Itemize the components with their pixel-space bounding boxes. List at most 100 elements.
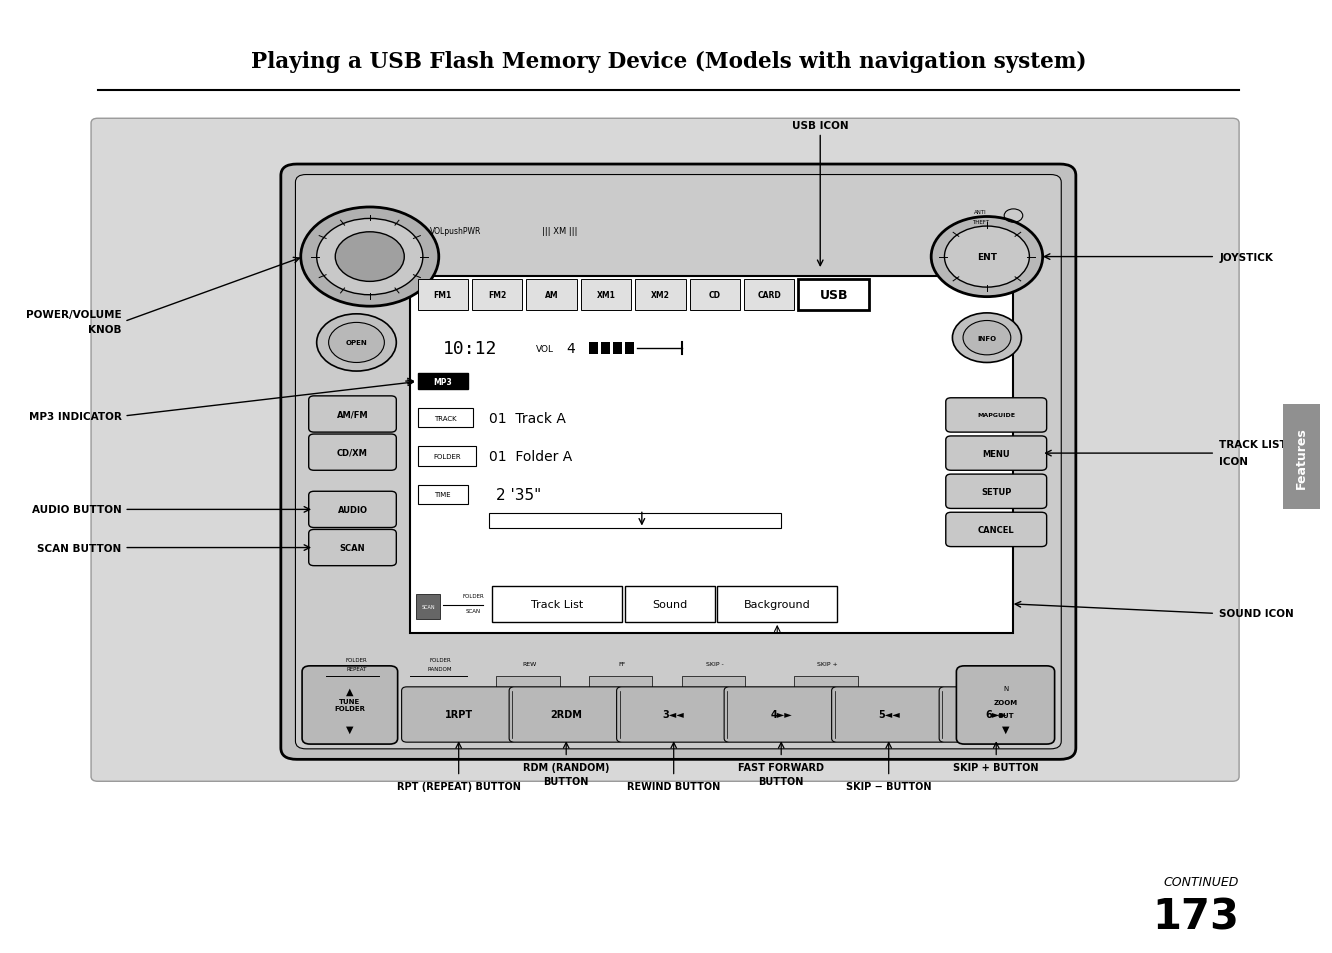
- Text: 01  Folder A: 01 Folder A: [489, 450, 573, 463]
- Text: ENT: ENT: [976, 253, 996, 262]
- Text: ZOOM: ZOOM: [994, 699, 1018, 705]
- Circle shape: [952, 314, 1022, 363]
- Text: Sound: Sound: [653, 599, 687, 609]
- Text: TUNE
FOLDER: TUNE FOLDER: [334, 699, 365, 712]
- Text: CD: CD: [709, 291, 721, 300]
- FancyBboxPatch shape: [409, 276, 1014, 634]
- Text: 173: 173: [1152, 896, 1239, 938]
- FancyBboxPatch shape: [296, 175, 1062, 749]
- FancyBboxPatch shape: [489, 514, 781, 529]
- FancyBboxPatch shape: [309, 435, 397, 471]
- Text: FM2: FM2: [488, 291, 506, 300]
- Text: AUDIO: AUDIO: [337, 505, 368, 515]
- FancyBboxPatch shape: [1283, 405, 1320, 510]
- FancyBboxPatch shape: [745, 280, 794, 311]
- Text: VOLpushPWR: VOLpushPWR: [429, 227, 481, 236]
- Text: FOLDER: FOLDER: [433, 454, 461, 459]
- Text: OPEN: OPEN: [345, 340, 368, 346]
- Text: 4►►: 4►►: [770, 710, 793, 720]
- Text: SKIP + BUTTON: SKIP + BUTTON: [954, 762, 1039, 772]
- Text: SKIP − BUTTON: SKIP − BUTTON: [846, 781, 931, 791]
- Text: RPT (REPEAT) BUTTON: RPT (REPEAT) BUTTON: [397, 781, 521, 791]
- Text: XM2: XM2: [651, 291, 670, 300]
- Text: 5◄◄: 5◄◄: [878, 710, 899, 720]
- Text: RANDOM: RANDOM: [428, 666, 453, 672]
- FancyBboxPatch shape: [617, 687, 731, 742]
- FancyBboxPatch shape: [309, 396, 397, 433]
- FancyBboxPatch shape: [946, 436, 1047, 471]
- Text: MP3: MP3: [433, 377, 452, 386]
- Text: FM1: FM1: [434, 291, 452, 300]
- Text: SOUND ICON: SOUND ICON: [1219, 609, 1293, 618]
- FancyBboxPatch shape: [509, 687, 623, 742]
- Circle shape: [931, 217, 1043, 297]
- FancyBboxPatch shape: [718, 586, 836, 622]
- Circle shape: [336, 233, 405, 282]
- Text: SETUP: SETUP: [982, 487, 1011, 497]
- Text: FAST FORWARD: FAST FORWARD: [738, 762, 825, 772]
- Text: XM1: XM1: [597, 291, 615, 300]
- Circle shape: [301, 208, 438, 307]
- Circle shape: [317, 219, 422, 295]
- Text: AM/FM: AM/FM: [337, 410, 369, 419]
- Text: ▼: ▼: [346, 723, 353, 734]
- FancyBboxPatch shape: [496, 677, 559, 688]
- Text: SKIP +: SKIP +: [818, 661, 838, 667]
- FancyBboxPatch shape: [302, 666, 398, 744]
- Text: ▼: ▼: [1002, 723, 1010, 734]
- Text: REW: REW: [522, 661, 537, 667]
- Bar: [613, 343, 622, 355]
- FancyBboxPatch shape: [794, 677, 858, 688]
- Text: CANCEL: CANCEL: [978, 525, 1015, 535]
- Text: REWIND BUTTON: REWIND BUTTON: [627, 781, 721, 791]
- Text: SCAN: SCAN: [340, 543, 365, 553]
- FancyBboxPatch shape: [798, 280, 868, 311]
- Text: POWER/VOLUME: POWER/VOLUME: [25, 310, 121, 319]
- Bar: [625, 343, 634, 355]
- Text: 2 '35": 2 '35": [496, 487, 541, 502]
- Bar: [589, 343, 598, 355]
- Text: FOLDER: FOLDER: [429, 657, 452, 662]
- Text: KNOB: KNOB: [88, 325, 121, 335]
- Text: Playing a USB Flash Memory Device (Models with navigation system): Playing a USB Flash Memory Device (Model…: [250, 51, 1086, 73]
- FancyBboxPatch shape: [690, 280, 741, 311]
- Text: Background: Background: [743, 599, 811, 609]
- FancyBboxPatch shape: [939, 687, 1054, 742]
- Text: MENU: MENU: [983, 449, 1010, 458]
- Text: 3◄◄: 3◄◄: [663, 710, 685, 720]
- Text: TRACK: TRACK: [434, 416, 457, 421]
- Circle shape: [329, 323, 385, 363]
- Text: SCAN BUTTON: SCAN BUTTON: [37, 543, 121, 553]
- FancyBboxPatch shape: [526, 280, 577, 311]
- FancyBboxPatch shape: [635, 280, 686, 311]
- Text: VOL: VOL: [535, 344, 554, 354]
- Text: SKIP -: SKIP -: [706, 661, 723, 667]
- FancyBboxPatch shape: [402, 687, 515, 742]
- Text: 2RDM: 2RDM: [550, 710, 582, 720]
- Text: 1RPT: 1RPT: [445, 710, 473, 720]
- Text: MAPGUIDE: MAPGUIDE: [978, 413, 1015, 418]
- Circle shape: [317, 314, 397, 372]
- FancyBboxPatch shape: [946, 398, 1047, 433]
- Text: FOLDER: FOLDER: [462, 593, 484, 598]
- Text: ▲: ▲: [346, 685, 353, 696]
- FancyBboxPatch shape: [416, 595, 440, 619]
- Text: FF: FF: [618, 661, 626, 667]
- Text: 01  Track A: 01 Track A: [489, 412, 566, 425]
- FancyBboxPatch shape: [417, 447, 476, 466]
- Text: CONTINUED: CONTINUED: [1164, 875, 1239, 888]
- FancyBboxPatch shape: [725, 687, 838, 742]
- FancyBboxPatch shape: [831, 687, 946, 742]
- Text: AM: AM: [545, 291, 558, 300]
- FancyBboxPatch shape: [309, 530, 397, 566]
- Circle shape: [944, 227, 1030, 288]
- Text: JOYSTICK: JOYSTICK: [1219, 253, 1273, 262]
- Text: 10:12: 10:12: [442, 340, 497, 357]
- Text: FOLDER: FOLDER: [345, 657, 368, 662]
- FancyBboxPatch shape: [472, 280, 522, 311]
- Text: TIME: TIME: [434, 492, 452, 497]
- Text: REPEAT: REPEAT: [346, 666, 366, 672]
- Text: TRACK LIST: TRACK LIST: [1219, 439, 1287, 449]
- Text: BUTTON: BUTTON: [758, 777, 805, 786]
- FancyBboxPatch shape: [946, 475, 1047, 509]
